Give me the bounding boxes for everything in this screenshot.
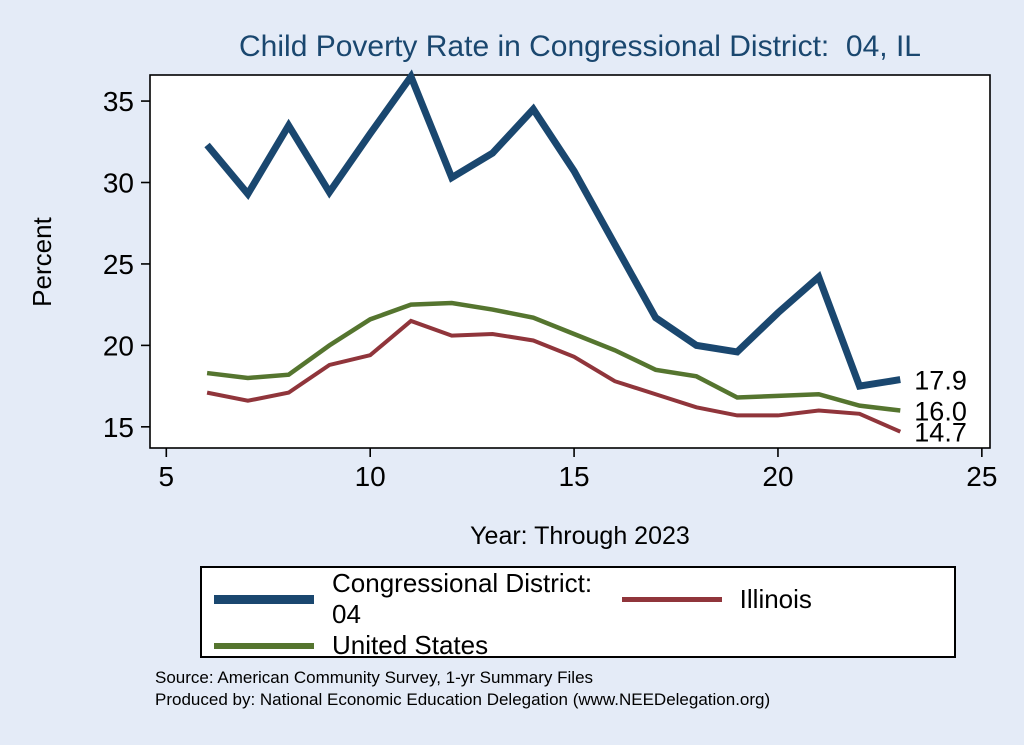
footer: Source: American Community Survey, 1-yr … bbox=[155, 667, 770, 711]
x-tick-label: 10 bbox=[355, 461, 386, 492]
plot-area bbox=[149, 74, 991, 449]
y-tick-label: 25 bbox=[103, 249, 134, 280]
y-tick-label: 30 bbox=[103, 168, 134, 199]
end-value-label: 16.0 bbox=[914, 397, 967, 427]
x-tick-label: 15 bbox=[558, 461, 589, 492]
chart-canvas: 5 10 15 20 25 15 20 25 30 35 17.916.014.7 bbox=[103, 69, 997, 492]
x-tick-label: 20 bbox=[762, 461, 793, 492]
legend-swatch-illinois bbox=[621, 596, 722, 602]
x-axis-title: Year: Through 2023 bbox=[470, 522, 690, 550]
legend-item: Congressional District: 04 bbox=[214, 568, 622, 630]
legend-item: United States bbox=[214, 630, 622, 661]
series-line-united-states bbox=[206, 300, 901, 413]
chart-title: Child Poverty Rate in Congressional Dist… bbox=[239, 30, 921, 63]
end-value-label: 14.7 bbox=[914, 418, 967, 448]
legend-swatch-united-states bbox=[214, 642, 314, 649]
series-line-illinois bbox=[206, 318, 902, 434]
legend-label: United States bbox=[332, 630, 489, 660]
y-tick-label: 35 bbox=[103, 86, 134, 117]
source-note: Source: American Community Survey, 1-yr … bbox=[155, 668, 594, 687]
y-tick-label: 15 bbox=[103, 412, 134, 443]
legend-item: Illinois bbox=[621, 568, 942, 630]
x-tick-label: 5 bbox=[159, 461, 175, 492]
x-tick-label: 25 bbox=[966, 461, 997, 492]
series-line-congressional-district-04 bbox=[204, 69, 901, 391]
legend: Congressional District: 04 Illinois Unit… bbox=[200, 566, 956, 661]
legend-swatch-cd04 bbox=[214, 594, 314, 604]
legend-label: Illinois bbox=[739, 583, 812, 614]
producer-note: Produced by: National Economic Education… bbox=[155, 690, 771, 709]
end-value-label: 17.9 bbox=[914, 366, 967, 396]
legend-label: Congressional District: 04 bbox=[332, 568, 593, 629]
y-tick-label: 20 bbox=[103, 330, 134, 361]
